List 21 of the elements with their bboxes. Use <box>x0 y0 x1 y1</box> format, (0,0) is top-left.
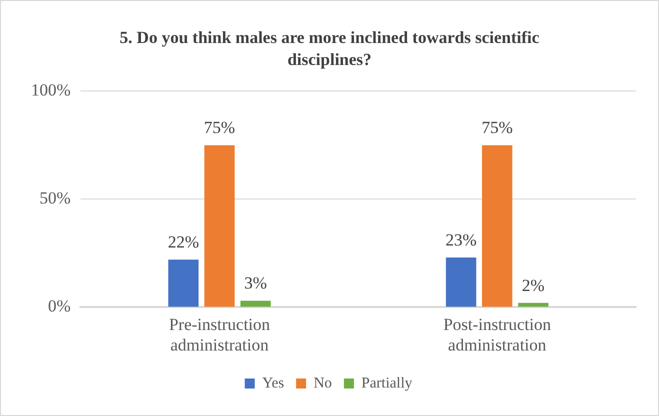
legend-label: No <box>314 375 332 392</box>
y-tick-label: 50% <box>39 188 71 208</box>
chart-title: 5. Do you think males are more inclined towards scientific disciplines? <box>118 27 540 71</box>
data-label: 75% <box>482 118 513 138</box>
bar <box>518 302 548 307</box>
data-label: 2% <box>522 276 545 295</box>
data-label: 23% <box>445 230 477 250</box>
x-tick-label: Post-instruction administration <box>443 314 552 354</box>
bar <box>240 300 271 307</box>
x-tick-label: Pre-instruction administration <box>168 314 271 354</box>
y-tick-label: 0% <box>48 296 71 316</box>
data-label: 22% <box>168 232 199 252</box>
data-label: 75% <box>204 118 236 138</box>
legend-label: Partially <box>361 375 413 392</box>
bar <box>204 145 235 307</box>
legend-label: Yes <box>262 375 284 392</box>
bar <box>446 258 476 307</box>
bar <box>482 145 512 307</box>
bar <box>168 260 199 307</box>
data-label: 3% <box>244 274 267 293</box>
y-tick-label: 100% <box>30 80 71 100</box>
